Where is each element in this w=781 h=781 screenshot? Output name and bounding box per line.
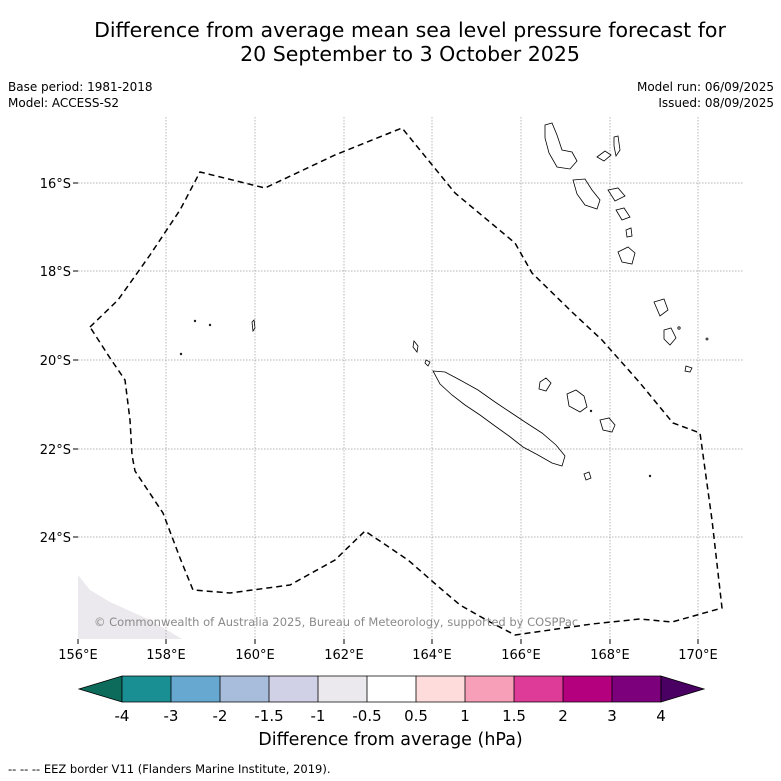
reef-islet-d: [677, 326, 681, 330]
shepherd-islet: [625, 227, 633, 238]
belep-islet: [412, 340, 419, 353]
colorbar-tick-label: 3: [607, 707, 617, 725]
colorbar-tick-label: 1.5: [502, 707, 526, 725]
colorbar-bin: [416, 676, 465, 702]
axis-ticks: [73, 182, 699, 644]
lon-tick-label: 158°E: [146, 648, 186, 663]
colorbar-bin: [367, 676, 416, 702]
colorbar-bin: [612, 676, 661, 702]
model-run: Model run: 06/09/2025: [636, 80, 774, 94]
colorbar: -4 -3 -2 -1.5 -1 -0.5 0.5 1 1.5 2 3 4: [77, 675, 706, 725]
maewo-island: [596, 150, 612, 162]
reef-islet-a: [193, 319, 197, 323]
erromango-island: [653, 298, 669, 317]
colorbar-bin: [465, 676, 514, 702]
lon-tick-label: 164°E: [412, 648, 452, 663]
tanna-island: [663, 327, 677, 346]
lon-tick-label: 156°E: [58, 648, 98, 663]
colorbar-tick-label: -2: [213, 707, 228, 725]
issued-date: Issued: 08/09/2025: [658, 96, 774, 110]
north-islet: [424, 359, 431, 367]
colorbar-label: Difference from average (hPa): [258, 730, 523, 750]
ouvea-island: [538, 377, 552, 392]
graticule: [78, 117, 743, 639]
lon-tick-label: 162°E: [324, 648, 364, 663]
colorbar-bin: [318, 676, 367, 702]
colorbar-tick-label: -1.5: [254, 707, 283, 725]
reef-islet-b: [208, 323, 212, 327]
colorbar-bin: [269, 676, 318, 702]
colorbar-tick-label: 2: [558, 707, 568, 725]
small-islets: [179, 319, 709, 478]
mare-island: [599, 417, 616, 433]
colorbar-tick-label: -0.5: [352, 707, 381, 725]
new-caledonia: [412, 340, 616, 481]
reef-islet-e: [705, 337, 709, 341]
title-line-2: 20 September to 3 October 2025: [240, 42, 580, 66]
colorbar-bin: [122, 676, 171, 702]
malekula-island: [572, 178, 601, 210]
colorbar-bin: [220, 676, 269, 702]
colorbar-bin: [171, 676, 220, 702]
map-title: Difference from average mean sea level p…: [40, 18, 780, 66]
aneityum-island: [684, 365, 693, 373]
base-period: Base period: 1981-2018: [8, 80, 153, 94]
meta-right: Model run: 06/09/2025 Issued: 08/09/2025: [637, 79, 774, 111]
lon-tick-label: 166°E: [501, 648, 541, 663]
colorbar-tick-label: 1: [460, 707, 470, 725]
lat-tick-label: 16°S: [40, 177, 71, 192]
lon-tick-label: 168°E: [590, 648, 630, 663]
copyright-text: © Commonwealth of Australia 2025, Bureau…: [94, 615, 578, 629]
colorbar-over-arrow: [660, 675, 706, 703]
map-panel: [78, 117, 743, 639]
lat-tick-label: 24°S: [40, 531, 71, 546]
lifou-island: [566, 389, 588, 413]
colorbar-tick-labels: -4 -3 -2 -1.5 -1 -0.5 0.5 1 1.5 2 3 4: [115, 707, 666, 725]
lat-tick-label: 22°S: [40, 443, 71, 458]
efate-island: [617, 246, 636, 265]
lat-tick-labels: 16°S 18°S 20°S 22°S 24°S: [40, 177, 71, 546]
vanuatu: [544, 122, 693, 373]
lon-tick-label: 170°E: [678, 648, 718, 663]
epi-island: [615, 207, 631, 221]
isle-of-pines: [583, 471, 592, 481]
reef-islet-f: [648, 474, 652, 478]
colorbar-under-arrow: [77, 675, 123, 703]
meta-left: Base period: 1981-2018 Model: ACCESS-S2: [8, 79, 153, 111]
grande-terre: [432, 370, 566, 467]
colorbar-tick-label: 4: [656, 707, 666, 725]
colorbar-tick-label: -3: [164, 707, 179, 725]
lat-tick-label: 20°S: [40, 354, 71, 369]
colorbar-bin: [514, 676, 563, 702]
espiritu-santo: [544, 122, 578, 170]
colorbar-tick-label: -4: [115, 707, 130, 725]
model-name: Model: ACCESS-S2: [8, 96, 120, 110]
lon-tick-labels: 156°E 158°E 160°E 162°E 164°E 166°E 168°…: [58, 648, 718, 663]
eez-legend-note: -- -- -- EEZ border V11 (Flanders Marine…: [8, 762, 331, 776]
lat-tick-label: 18°S: [40, 265, 71, 280]
title-line-1: Difference from average mean sea level p…: [94, 18, 726, 42]
lon-tick-label: 160°E: [235, 648, 275, 663]
chesterfield-islet: [251, 319, 256, 333]
pentecost-island: [613, 135, 621, 158]
anomaly-patch: [78, 575, 182, 639]
reef-islet-g: [589, 409, 593, 413]
ambrym-island: [607, 187, 626, 202]
colorbar-tick-label: -1: [311, 707, 326, 725]
reef-islet-c: [179, 352, 183, 356]
colorbar-bin: [563, 676, 612, 702]
colorbar-tick-label: 0.5: [404, 707, 428, 725]
